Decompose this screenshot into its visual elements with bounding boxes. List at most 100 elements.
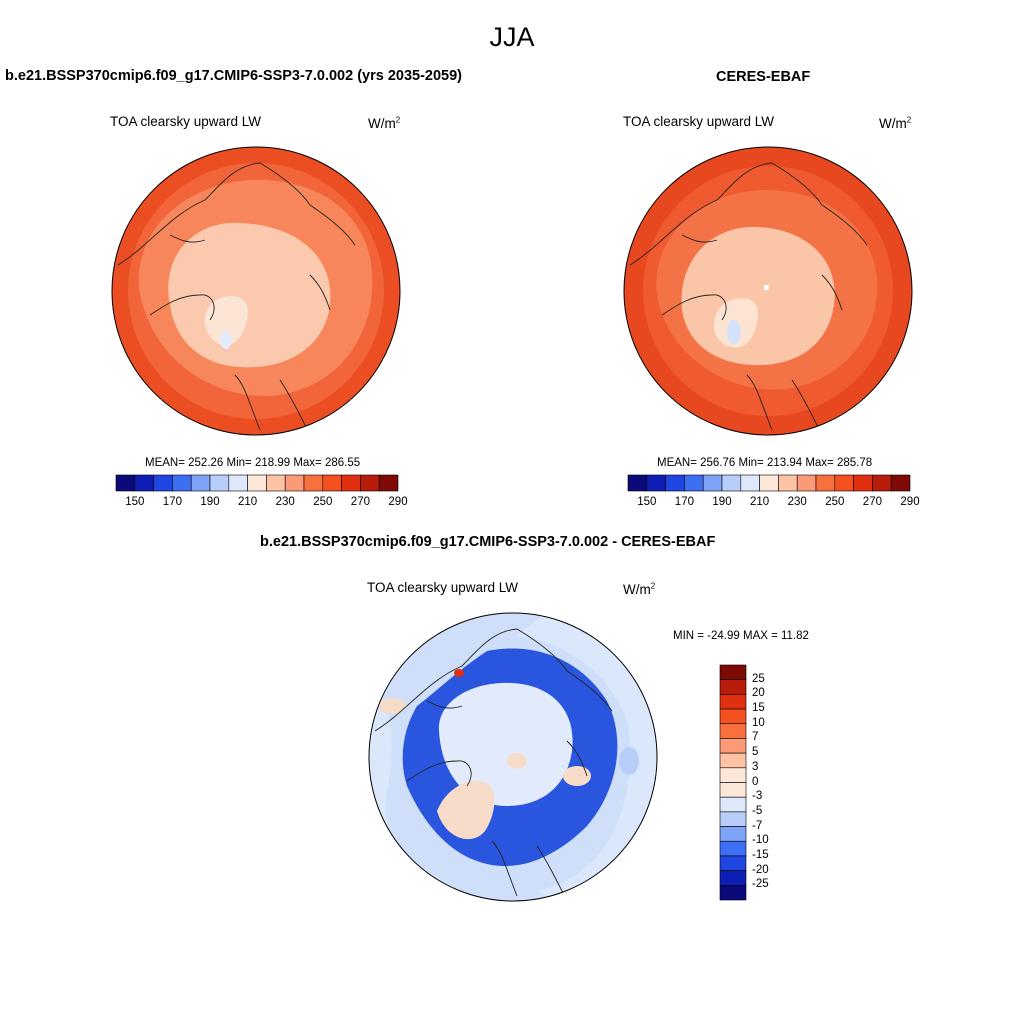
colorbar-swatch (702, 474, 723, 492)
diff-polar-map (368, 612, 658, 902)
obs-colorbar-ticks: 150 170 190 210 230 250 270 290 (628, 496, 919, 510)
colorbar-swatch (322, 474, 342, 492)
diff-variable-label: TOA clearsky upward LW (367, 580, 519, 595)
colorbar-swatch (853, 474, 873, 492)
diff-colorbar (719, 664, 747, 901)
colorbar-tick-label: 290 (900, 496, 920, 508)
colorbar-swatch (378, 474, 399, 492)
colorbar-swatch (627, 474, 648, 492)
colorbar-swatch (719, 855, 747, 871)
colorbar-swatch (834, 474, 854, 492)
model-variable-label: TOA clearsky upward LW (110, 114, 262, 129)
colorbar-tick-label: 3 (752, 760, 759, 773)
colorbar-swatch (719, 826, 747, 842)
colorbar-swatch (872, 474, 892, 492)
diff-colorbar-ticks: 25 20 15 10 7 5 3 0 -3 -5 -7 -10 -15 -20 -25 (752, 665, 792, 900)
colorbar-swatch (719, 664, 747, 680)
colorbar-swatch (172, 474, 192, 492)
colorbar-tick-label: 170 (162, 496, 182, 508)
colorbar-tick-label: 15 (752, 702, 765, 715)
colorbar-tick-label: 5 (752, 746, 759, 759)
colorbar-tick-label: -10 (752, 834, 769, 847)
colorbar-tick-label: 290 (388, 496, 408, 508)
model-colorbar-ticks: 150 170 190 210 230 250 270 290 (116, 496, 407, 510)
colorbar-swatch (266, 474, 286, 492)
obs-panel-title: CERES-EBAF (716, 69, 811, 85)
colorbar-swatch (815, 474, 836, 492)
colorbar-tick-label: 20 (752, 687, 765, 700)
colorbar-tick-label: 0 (752, 775, 759, 788)
colorbar-swatch (719, 752, 747, 769)
colorbar-swatch (719, 870, 747, 886)
colorbar-swatch (228, 474, 248, 492)
colorbar-swatch (719, 723, 747, 739)
model-polar-map (111, 146, 401, 436)
colorbar-swatch (134, 474, 154, 492)
colorbar-swatch (115, 474, 136, 492)
colorbar-tick-label: -5 (752, 804, 763, 817)
colorbar-tick-label: 25 (752, 672, 765, 685)
colorbar-tick-label: -7 (752, 819, 763, 832)
obs-stats: MEAN= 256.76 Min= 213.94 Max= 285.78 (657, 457, 873, 469)
colorbar-tick-label: 250 (313, 496, 333, 508)
colorbar-tick-label: 190 (200, 496, 220, 508)
colorbar-swatch (190, 474, 211, 492)
colorbar-tick-label: 210 (750, 496, 770, 508)
colorbar-swatch (719, 708, 747, 725)
obs-variable-label: TOA clearsky upward LW (623, 114, 775, 129)
colorbar-tick-label: 270 (350, 496, 370, 508)
colorbar-tick-label: 190 (712, 496, 732, 508)
colorbar-tick-label: 270 (862, 496, 882, 508)
colorbar-swatch (778, 474, 798, 492)
model-stats: MEAN= 252.26 Min= 218.99 Max= 286.55 (145, 457, 361, 469)
diff-stats: MIN = -24.99 MAX = 11.82 (673, 630, 809, 642)
diff-panel-title: b.e21.BSSP370cmip6.f09_g17.CMIP6-SSP3-7.… (260, 534, 716, 550)
colorbar-swatch (341, 474, 361, 492)
colorbar-tick-label: 210 (238, 496, 258, 508)
colorbar-swatch (740, 474, 760, 492)
colorbar-tick-label: -15 (752, 848, 769, 861)
colorbar-swatch (719, 811, 747, 827)
colorbar-swatch (646, 474, 666, 492)
colorbar-swatch (719, 767, 747, 783)
colorbar-swatch (209, 474, 230, 492)
colorbar-swatch (360, 474, 380, 492)
colorbar-tick-label: -25 (752, 878, 769, 891)
colorbar-tick-label: 250 (825, 496, 845, 508)
colorbar-swatch (719, 796, 747, 813)
model-panel-title: b.e21.BSSP370cmip6.f09_g17.CMIP6-SSP3-7.… (5, 68, 463, 84)
diff-units-label: W/m2 (623, 581, 656, 597)
colorbar-tick-label: 150 (637, 496, 657, 508)
obs-units-label: W/m2 (879, 115, 912, 131)
model-units-label: W/m2 (368, 115, 401, 131)
colorbar-swatch (890, 474, 911, 492)
colorbar-tick-label: -3 (752, 790, 763, 803)
colorbar-swatch (719, 840, 747, 857)
colorbar-swatch (284, 474, 305, 492)
colorbar-tick-label: 230 (787, 496, 807, 508)
colorbar-swatch (719, 694, 747, 710)
colorbar-swatch (303, 474, 324, 492)
colorbar-swatch (684, 474, 704, 492)
colorbar-tick-label: 7 (752, 731, 759, 744)
season-title: JJA (489, 22, 535, 52)
colorbar-swatch (719, 738, 747, 754)
colorbar-tick-label: -20 (752, 863, 769, 876)
colorbar-swatch (247, 474, 267, 492)
colorbar-swatch (759, 474, 779, 492)
coastlines (117, 162, 356, 435)
colorbar-tick-label: 150 (125, 496, 145, 508)
colorbar-swatch (719, 679, 747, 695)
obs-colorbar (627, 474, 911, 492)
colorbar-swatch (796, 474, 817, 492)
model-colorbar (115, 474, 399, 492)
colorbar-swatch (719, 782, 747, 798)
greenland-field (204, 296, 248, 346)
obs-polar-map (623, 146, 913, 436)
colorbar-tick-label: 170 (674, 496, 694, 508)
colorbar-swatch (721, 474, 742, 492)
colorbar-swatch (665, 474, 685, 492)
colorbar-swatch (153, 474, 173, 492)
colorbar-swatch (719, 885, 747, 901)
colorbar-tick-label: 10 (752, 716, 765, 729)
